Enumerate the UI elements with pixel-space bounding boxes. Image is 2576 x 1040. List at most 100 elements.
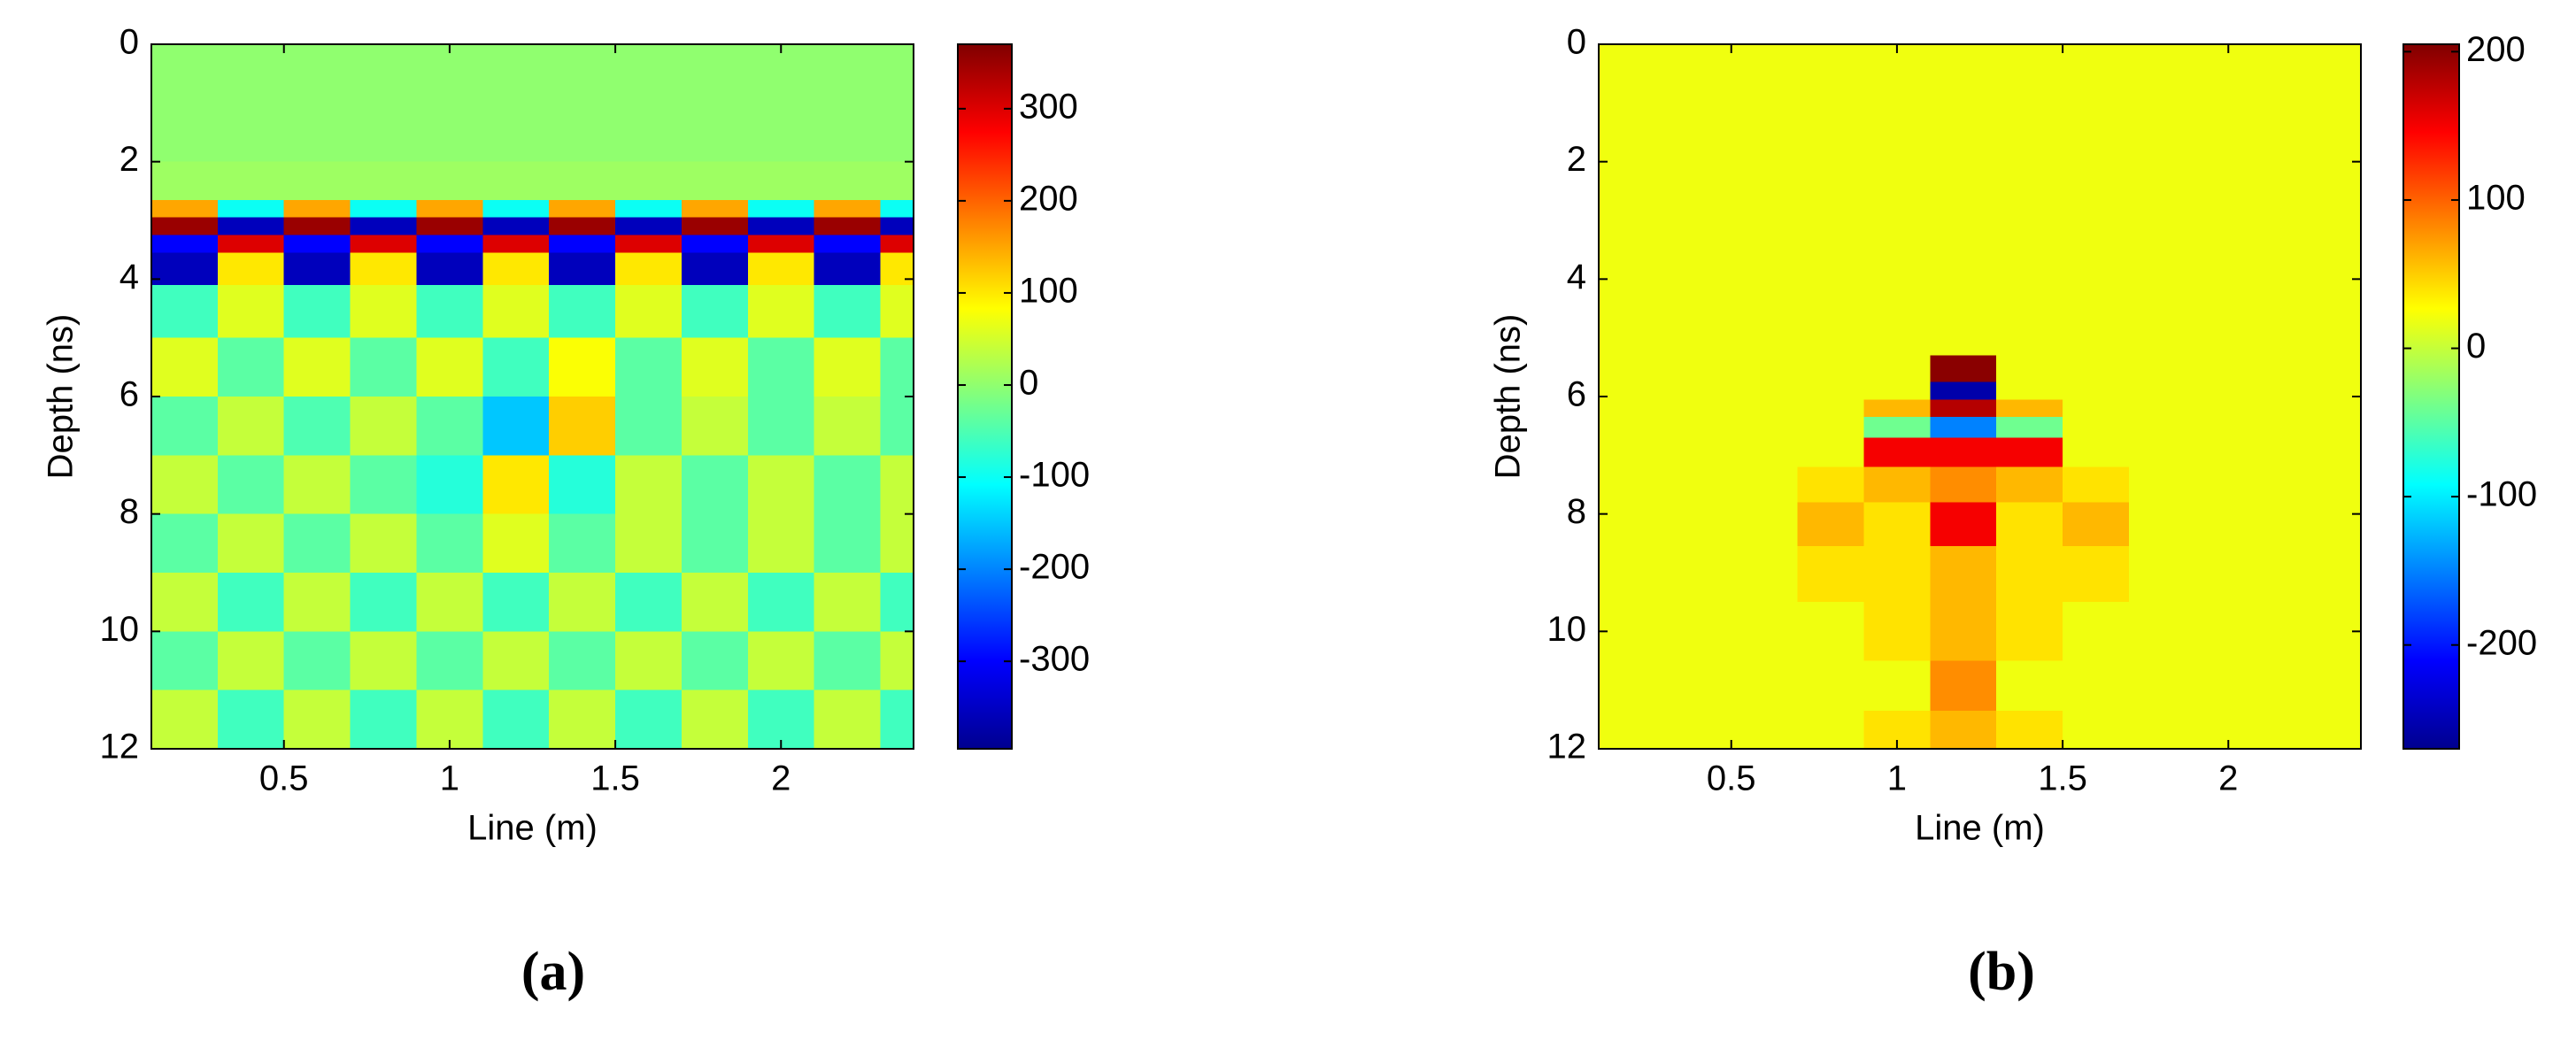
- heatmap-cell: [1797, 437, 1864, 468]
- heatmap-cell: [549, 397, 616, 456]
- heatmap-cell: [681, 199, 749, 219]
- heatmap-cell: [1664, 466, 1732, 503]
- heatmap-cell: [151, 199, 219, 219]
- heatmap-cell: [1996, 546, 2063, 603]
- heatmap-cell: [1863, 602, 1931, 661]
- heatmap-cell: [350, 631, 417, 691]
- heatmap-cell: [416, 103, 483, 163]
- heatmap-cell: [1930, 399, 1997, 418]
- heatmap-cell: [482, 689, 550, 749]
- heatmap-cell: [814, 103, 882, 163]
- heatmap-cell: [1599, 399, 1666, 418]
- heatmap-cell: [2327, 417, 2361, 438]
- heatmap-cell: [1996, 417, 2063, 438]
- heatmap-cell: [2128, 161, 2196, 280]
- heatmap-cell: [151, 217, 219, 236]
- heatmap-cell: [2063, 660, 2130, 712]
- heatmap-cell: [747, 573, 815, 632]
- heatmap-cell: [2128, 546, 2196, 603]
- heatmap-cell: [217, 573, 285, 632]
- heatmap-cell: [2194, 602, 2263, 661]
- heatmap-cell: [814, 573, 882, 632]
- heatmap-cell: [416, 284, 483, 339]
- heatmap-cell: [283, 689, 351, 749]
- heatmap-cell: [747, 455, 815, 515]
- heatmap-cell: [814, 235, 882, 253]
- heatmap-cell: [615, 397, 683, 456]
- heatmap-cell: [217, 161, 285, 201]
- heatmap-cell: [151, 689, 219, 749]
- heatmap-cell: [747, 235, 815, 253]
- heatmap-cell: [2327, 381, 2361, 400]
- heatmap-cell: [747, 217, 815, 236]
- heatmap-cell: [1664, 710, 1732, 749]
- heatmap-cell: [350, 337, 417, 397]
- heatmap-cell: [416, 689, 483, 749]
- heatmap-cell: [350, 44, 417, 104]
- heatmap-cell: [1797, 502, 1864, 547]
- heatmap-cell: [151, 284, 219, 339]
- heatmap-cell: [1731, 660, 1799, 712]
- heatmap-cell: [2128, 417, 2196, 438]
- heatmap-cell: [416, 44, 483, 104]
- heatmap-cell: [1863, 437, 1931, 468]
- heatmap-cell: [1797, 710, 1864, 749]
- heatmap-cell: [1731, 44, 1799, 163]
- heatmap-cell: [615, 455, 683, 515]
- heatmap-cell: [151, 337, 219, 397]
- heatmap-cell: [880, 103, 914, 163]
- heatmap-cell: [151, 44, 219, 104]
- heatmap-cell: [482, 199, 550, 219]
- heatmap-cell: [1996, 660, 2063, 712]
- heatmap-cell: [549, 44, 616, 104]
- heatmap-cell: [2261, 437, 2329, 468]
- heatmap-cell: [681, 689, 749, 749]
- heatmap-cell: [1664, 44, 1732, 163]
- heatmap-cell: [1664, 602, 1732, 661]
- heatmap-cell: [350, 513, 417, 574]
- y-tick-label: 6: [120, 375, 139, 414]
- y-tick-label: 10: [100, 610, 140, 649]
- heatmap-cell: [1797, 466, 1864, 503]
- colorbar-tick-label: -300: [1019, 640, 1090, 679]
- heatmap-cell: [1930, 279, 1997, 357]
- heatmap-cell: [482, 455, 550, 515]
- heatmap-cell: [416, 455, 483, 515]
- heatmap-cell: [350, 689, 417, 749]
- heatmap-cell: [350, 217, 417, 236]
- heatmap-cell: [283, 199, 351, 219]
- heatmap-cell: [549, 252, 616, 286]
- heatmap-cell: [2063, 44, 2130, 163]
- heatmap-cell: [880, 199, 914, 219]
- heatmap-cell: [1797, 161, 1864, 280]
- heatmap-cell: [1930, 161, 1997, 280]
- heatmap-cell: [880, 631, 914, 691]
- heatmap-cell: [350, 235, 417, 253]
- heatmap-cell: [814, 455, 882, 515]
- heatmap-cell: [880, 284, 914, 339]
- heatmap-cell: [2063, 381, 2130, 400]
- heatmap-cell: [2327, 355, 2361, 382]
- y-tick-label: 2: [120, 140, 139, 179]
- heatmap-cell: [217, 199, 285, 219]
- heatmap-cell: [1599, 546, 1666, 603]
- heatmap-cell: [2261, 381, 2329, 400]
- heatmap-cell: [217, 103, 285, 163]
- heatmap-cell: [2063, 437, 2130, 468]
- heatmap-cell: [1599, 381, 1666, 400]
- heatmap-cell: [814, 284, 882, 339]
- heatmap-cell: [416, 199, 483, 219]
- heatmap-cell: [151, 397, 219, 456]
- heatmap-cell: [747, 284, 815, 339]
- x-tick-label: 1.5: [2038, 759, 2087, 798]
- heatmap-cell: [151, 455, 219, 515]
- heatmap-cell: [1664, 437, 1732, 468]
- heatmap-cell: [2063, 399, 2130, 418]
- heatmap-cell: [2063, 161, 2130, 280]
- heatmap-cell: [681, 513, 749, 574]
- heatmap-cell: [1599, 502, 1666, 547]
- heatmap-cell: [2128, 710, 2196, 749]
- heatmap-cell: [1797, 546, 1864, 603]
- heatmap-cell: [416, 161, 483, 201]
